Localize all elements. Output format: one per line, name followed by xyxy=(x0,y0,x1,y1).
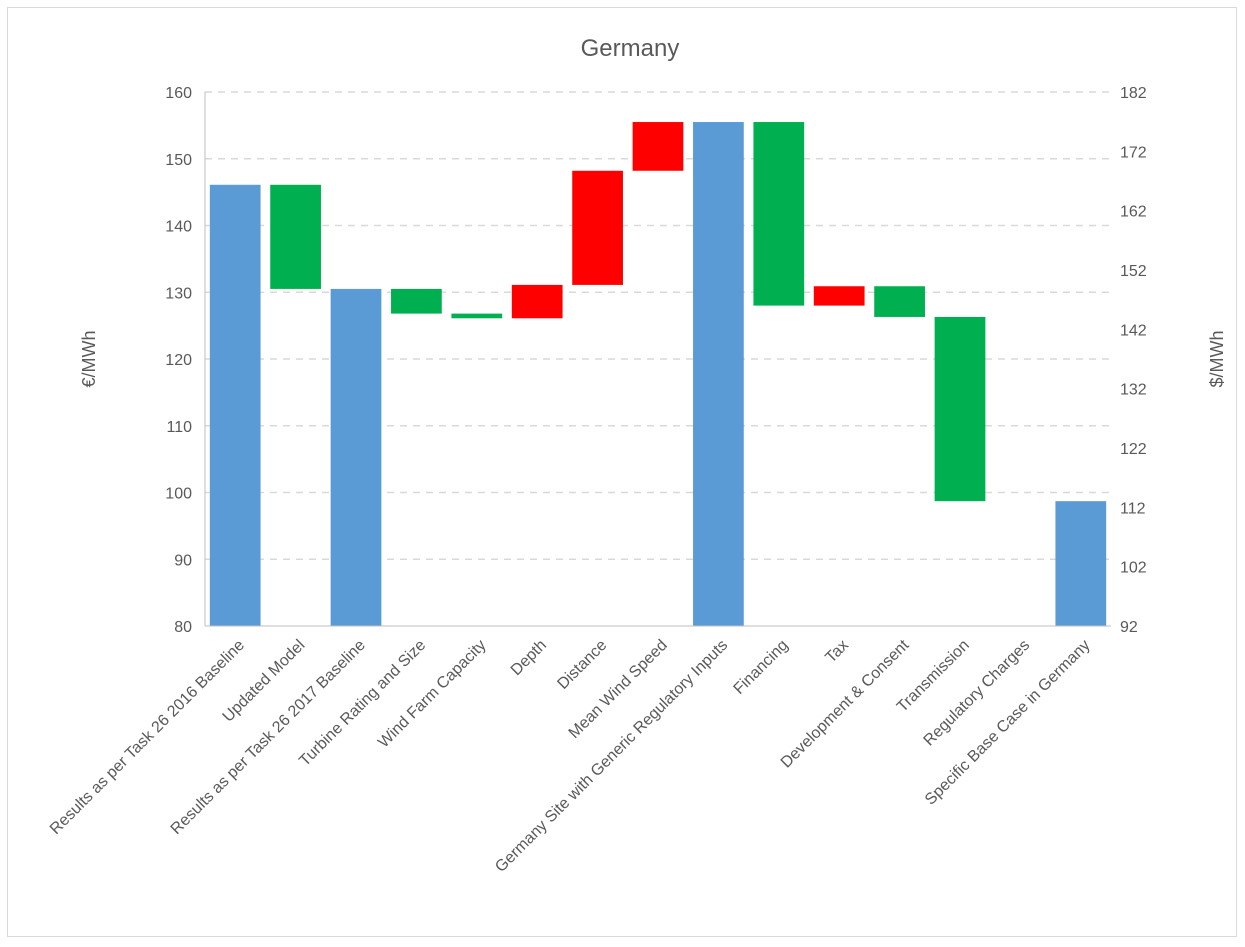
x-category-label: Regulatory Charges xyxy=(921,637,1034,750)
secondary-y-axis-label: $/MWh xyxy=(1207,330,1227,387)
bar-total xyxy=(1055,501,1107,626)
y2-tick-label: 152 xyxy=(1120,263,1147,280)
bars xyxy=(209,122,1107,626)
x-category-label: Financing xyxy=(731,637,792,698)
x-category-label: Depth xyxy=(508,637,550,679)
x-category-label: Results as per Task 26 2016 Baseline xyxy=(47,637,248,838)
bar-increase xyxy=(511,284,563,319)
x-category-label: Turbine Rating and Size xyxy=(296,637,429,770)
y-tick-label: 80 xyxy=(174,619,192,636)
bar-total xyxy=(693,122,744,626)
y-axis-ticks: 80 90 100 110 120 130 140 150 160 xyxy=(165,85,192,636)
x-category-label: Tax xyxy=(822,637,852,667)
bar-decrease xyxy=(934,316,986,502)
y-tick-label: 160 xyxy=(165,85,192,102)
bar-total xyxy=(330,288,382,626)
chart-frame: Germany €/MWh $/MWh 80 90 100 110 120 130 140 1… xyxy=(7,7,1237,937)
y-tick-label: 150 xyxy=(165,152,192,169)
bar-increase xyxy=(813,286,865,306)
y2-tick-label: 92 xyxy=(1120,619,1138,636)
y2-tick-label: 112 xyxy=(1120,500,1146,517)
x-category-label: Development & Consent xyxy=(778,636,913,771)
bar-total xyxy=(209,184,261,626)
y-tick-label: 130 xyxy=(165,285,192,302)
bar-decrease xyxy=(753,122,805,306)
y-axis-label: €/MWh xyxy=(79,330,99,387)
secondary-y-axis-ticks: 92 102 112 122 132 142 152 162 172 182 xyxy=(1120,85,1147,636)
x-axis-labels: Results as per Task 26 2016 BaselineUpda… xyxy=(47,636,1094,875)
x-category-label: Wind Farm Capacity xyxy=(375,637,489,751)
bar-increase xyxy=(572,170,623,285)
bar-increase xyxy=(632,122,684,171)
y-tick-label: 90 xyxy=(174,552,192,569)
y2-tick-label: 182 xyxy=(1120,85,1147,102)
bar-decrease xyxy=(451,313,503,319)
waterfall-chart: Germany €/MWh $/MWh 80 90 100 110 120 130 140 1… xyxy=(47,35,1227,876)
chart-title: Germany xyxy=(581,35,680,62)
bar-decrease xyxy=(874,286,925,317)
y2-tick-label: 142 xyxy=(1120,322,1147,339)
y2-tick-label: 162 xyxy=(1120,204,1147,221)
bar-decrease xyxy=(270,184,321,289)
y-tick-label: 110 xyxy=(166,419,192,436)
y2-tick-label: 122 xyxy=(1120,441,1147,458)
y2-tick-label: 172 xyxy=(1120,144,1147,161)
x-category-label: Distance xyxy=(554,637,610,693)
y-tick-label: 140 xyxy=(165,219,192,236)
y-tick-label: 120 xyxy=(165,352,192,369)
y2-tick-label: 132 xyxy=(1120,382,1147,399)
bar-decrease xyxy=(391,288,442,314)
x-category-label: Germany Site with Generic Regulatory Inp… xyxy=(492,637,731,876)
y2-tick-label: 102 xyxy=(1120,560,1147,577)
y-tick-label: 100 xyxy=(165,486,192,503)
